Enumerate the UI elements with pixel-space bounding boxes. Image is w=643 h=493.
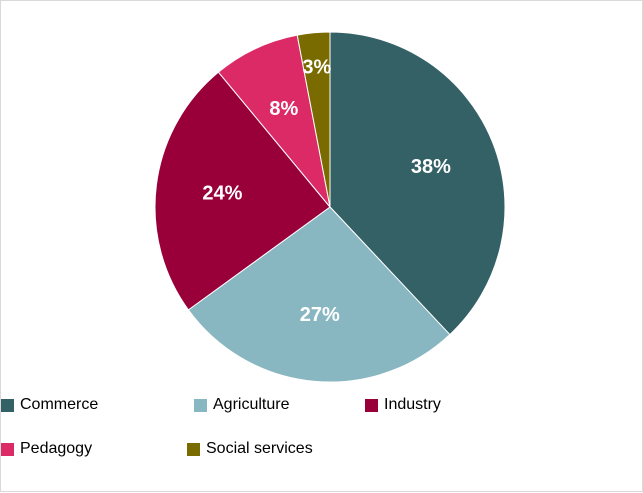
- legend-label: Industry: [384, 396, 441, 413]
- legend-swatch: [1, 398, 14, 412]
- legend-swatch: [194, 398, 207, 412]
- legend-label: Agriculture: [213, 396, 290, 413]
- legend-item-social-services: Social services: [187, 440, 313, 458]
- legend-label: Social services: [206, 440, 313, 457]
- pie-slice-social-services: [296, 31, 331, 208]
- pie-slice-agriculture: [187, 206, 451, 383]
- legend-swatch: [365, 398, 378, 412]
- legend-label: Commerce: [20, 396, 99, 413]
- legend-swatch: [187, 442, 200, 456]
- legend-item-industry: Industry: [365, 396, 441, 414]
- legend-item-pedagogy: Pedagogy: [1, 440, 92, 458]
- legend-label: Pedagogy: [20, 440, 93, 457]
- pie-slice-commerce: [329, 31, 506, 336]
- data-label-agriculture: 27%: [300, 304, 340, 326]
- data-label-commerce: 38%: [411, 156, 451, 178]
- data-label-pedagogy: 8%: [269, 98, 298, 120]
- pie-slice-industry: [154, 71, 331, 311]
- data-label-industry: 24%: [202, 182, 242, 204]
- legend-item-commerce: Commerce: [1, 396, 98, 414]
- legend-item-agriculture: Agriculture: [194, 396, 289, 414]
- data-label-social-services: 3%: [302, 57, 331, 79]
- legend-swatch: [1, 442, 14, 456]
